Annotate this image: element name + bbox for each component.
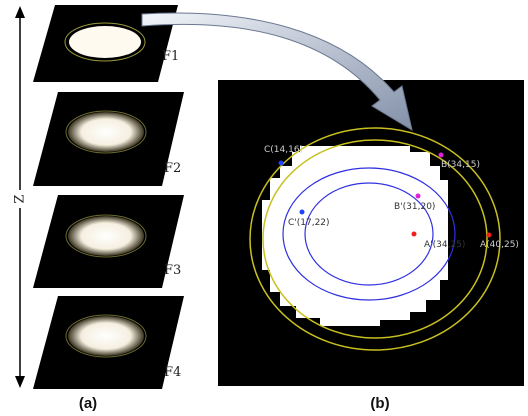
frame-label: F4 — [164, 365, 181, 380]
frame-label: F1 — [162, 49, 179, 64]
panel-label: (b) — [370, 395, 389, 412]
frame-label: F3 — [164, 263, 181, 278]
point — [416, 194, 421, 199]
point — [300, 210, 305, 215]
panel-label: (a) — [79, 395, 97, 412]
figure: Z F1 F2 F3 F4 C(14,16) B(34,15) B'(31,20… — [0, 0, 528, 416]
point-label: B(34,15) — [441, 160, 480, 170]
frame: F2 — [33, 92, 184, 186]
point — [487, 233, 492, 238]
point — [439, 153, 444, 158]
point-label: C'(17,22) — [288, 218, 330, 228]
axis-label: Z — [13, 194, 28, 203]
point-label: A'(34,25) — [424, 240, 465, 250]
point — [279, 161, 284, 166]
point — [412, 232, 417, 237]
arrow-head — [15, 6, 25, 18]
arrow-head — [15, 376, 25, 388]
point-label: C(14,16) — [264, 145, 303, 155]
point-label: A(40,25) — [480, 240, 519, 250]
point-label: B'(31,20) — [394, 202, 435, 212]
frame: F4 — [33, 296, 184, 389]
frame: F3 — [33, 195, 184, 288]
frame-label: F2 — [164, 161, 181, 176]
